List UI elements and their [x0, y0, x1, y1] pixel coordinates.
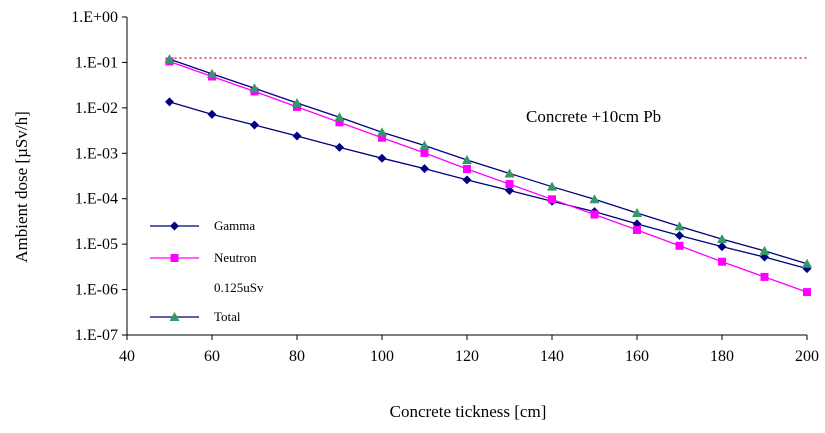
data-point-total — [759, 245, 770, 255]
series-neutron — [165, 57, 811, 297]
data-point-total — [504, 168, 515, 178]
data-point-total — [207, 68, 217, 78]
series-line-neutron — [169, 60, 808, 293]
y-tick-label: 1.E-03 — [75, 145, 118, 162]
y-tick-label: 1.E-05 — [75, 236, 118, 253]
data-point-total — [589, 194, 600, 204]
y-tick-label: 1.E-02 — [75, 100, 118, 117]
data-point-gamma — [377, 153, 387, 163]
legend-label-neutron: Neutron — [214, 250, 257, 265]
data-point-total — [249, 83, 260, 93]
y-axis-title: Ambient dose [µSv/h] — [12, 111, 31, 262]
data-point-neutron — [633, 225, 641, 234]
data-point-total — [419, 140, 430, 150]
x-tick-label: 120 — [455, 348, 479, 365]
series-gamma — [165, 97, 812, 274]
data-point-gamma — [292, 131, 302, 141]
x-tick-label: 60 — [204, 348, 220, 365]
data-point-gamma — [165, 97, 174, 107]
annotation-label: Concrete +10cm Pb — [526, 107, 661, 126]
data-point-total — [462, 155, 472, 165]
y-tick-label: 1.E-06 — [75, 282, 118, 299]
data-point-gamma — [675, 230, 684, 240]
data-point-neutron — [335, 118, 344, 127]
data-point-neutron — [420, 148, 429, 157]
data-point-neutron — [378, 133, 386, 142]
x-tick-label: 100 — [370, 348, 394, 365]
data-point-gamma — [335, 142, 344, 152]
x-tick-label: 200 — [795, 348, 819, 365]
series-total — [164, 54, 812, 268]
data-point-gamma — [760, 252, 769, 262]
data-point-total — [674, 221, 685, 231]
data-point-total — [164, 54, 175, 64]
data-point-total — [547, 181, 557, 191]
legend-item-total: Total — [150, 309, 241, 324]
legend-item-gamma: Gamma — [150, 218, 255, 233]
data-point-neutron — [803, 288, 811, 297]
plot-series — [164, 54, 812, 297]
data-point-gamma — [207, 109, 217, 119]
y-tick-label: 1.E-01 — [75, 54, 118, 71]
data-point-neutron — [463, 165, 471, 174]
data-point-total — [632, 207, 642, 217]
legend-label-total: Total — [214, 309, 241, 324]
y-tick-label: 1.E-07 — [75, 327, 118, 344]
legend-item-0-125usv: 0.125uSv — [214, 280, 264, 295]
data-point-gamma — [250, 120, 259, 130]
x-axis-title: Concrete tickness [cm] — [390, 402, 547, 421]
legend-marker-neutron — [170, 254, 179, 262]
x-tick-label: 40 — [119, 348, 135, 365]
data-point-neutron — [548, 195, 556, 204]
data-point-total — [334, 112, 345, 122]
data-point-total — [292, 97, 302, 107]
data-point-total — [377, 127, 387, 137]
x-tick-label: 180 — [710, 348, 734, 365]
legend-label-0-125usv: 0.125uSv — [214, 280, 264, 295]
data-point-gamma — [505, 185, 514, 195]
y-tick-label: 1.E+00 — [71, 9, 118, 26]
data-point-total — [802, 258, 812, 268]
legend-item-neutron: Neutron — [150, 250, 257, 265]
data-point-neutron — [505, 180, 514, 189]
legend-marker-gamma — [170, 221, 179, 231]
legend: Gamma Neutron 0.125uSv Total — [150, 218, 264, 324]
axes: 40 60 80 100 120 140 160 180 200 1.E-07 1.E-06 1.E-… — [71, 9, 819, 365]
x-tick-label: 160 — [625, 348, 649, 365]
series-line-gamma — [169, 101, 808, 270]
x-tick-label: 80 — [289, 348, 305, 365]
legend-label-gamma: Gamma — [214, 218, 255, 233]
data-point-neutron — [760, 272, 769, 281]
data-point-gamma — [462, 175, 472, 185]
data-point-total — [717, 234, 727, 244]
data-point-gamma — [717, 242, 727, 252]
y-tick-label: 1.E-04 — [75, 191, 118, 208]
legend-marker-total — [169, 312, 180, 321]
series-line-total — [169, 58, 808, 265]
data-point-gamma — [420, 164, 429, 174]
data-point-neutron — [718, 257, 726, 266]
x-tick-label: 140 — [540, 348, 564, 365]
data-point-neutron — [590, 210, 599, 219]
data-point-neutron — [675, 241, 684, 250]
